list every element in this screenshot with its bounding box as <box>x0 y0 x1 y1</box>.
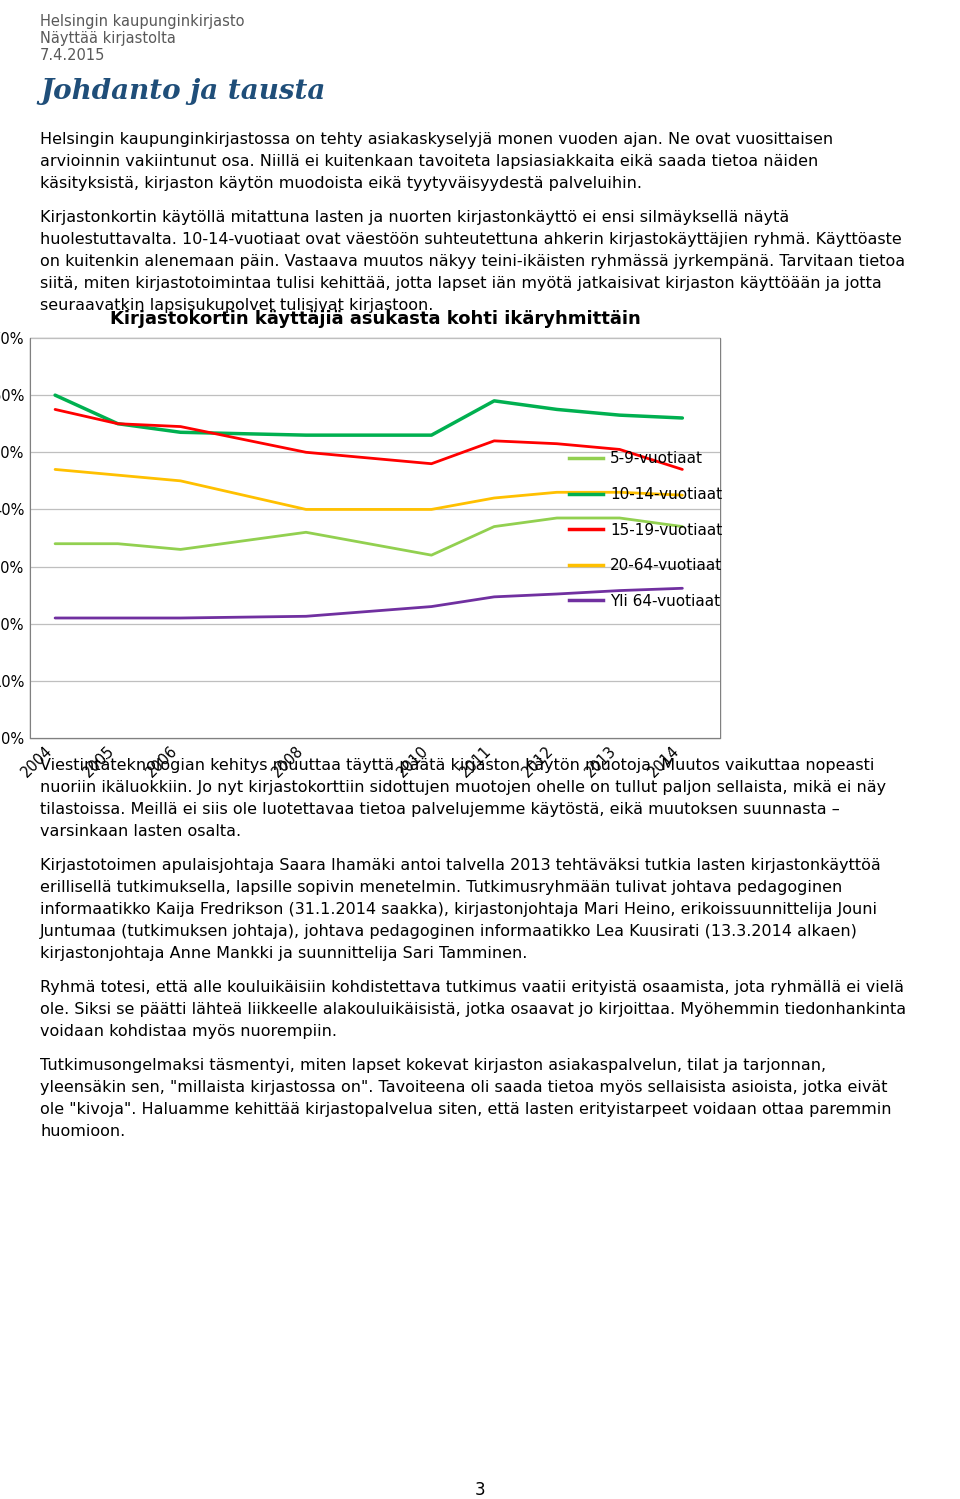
Text: Näyttää kirjastolta: Näyttää kirjastolta <box>40 31 176 46</box>
Text: Helsingin kaupunginkirjasto: Helsingin kaupunginkirjasto <box>40 13 245 28</box>
Text: Juntumaa (tutkimuksen johtaja), johtava pedagoginen informaatikko Lea Kuusirati : Juntumaa (tutkimuksen johtaja), johtava … <box>40 923 858 938</box>
Text: nuoriin ikäluokkiin. Jo nyt kirjastokorttiin sidottujen muotojen ohelle on tullu: nuoriin ikäluokkiin. Jo nyt kirjastokort… <box>40 779 886 794</box>
Text: ole "kivoja". Haluamme kehittää kirjastopalvelua siten, että lasten erityistarpe: ole "kivoja". Haluamme kehittää kirjasto… <box>40 1102 892 1117</box>
Text: 7.4.2015: 7.4.2015 <box>40 48 106 63</box>
Text: Helsingin kaupunginkirjastossa on tehty asiakaskyselyjä monen vuoden ajan. Ne ov: Helsingin kaupunginkirjastossa on tehty … <box>40 132 833 147</box>
Title: Kirjastokortin käyttäjiä asukasta kohti ikäryhmittäin: Kirjastokortin käyttäjiä asukasta kohti … <box>109 310 640 328</box>
Text: 3: 3 <box>474 1481 486 1499</box>
Legend: 5-9-vuotiaat, 10-14-vuotiaat, 15-19-vuotiaat, 20-64-vuotiaat, Yli 64-vuotiaat: 5-9-vuotiaat, 10-14-vuotiaat, 15-19-vuot… <box>569 451 723 609</box>
Text: käsityksistä, kirjaston käytön muodoista eikä tyytyväisyydestä palveluihin.: käsityksistä, kirjaston käytön muodoista… <box>40 175 642 190</box>
Text: ole. Siksi se päätti lähteä liikkeelle alakouluikäisistä, jotka osaavat jo kirjo: ole. Siksi se päätti lähteä liikkeelle a… <box>40 1001 906 1016</box>
Text: yleensäkin sen, "millaista kirjastossa on". Tavoiteena oli saada tietoa myös sel: yleensäkin sen, "millaista kirjastossa o… <box>40 1079 887 1094</box>
Text: on kuitenkin alenemaan päin. Vastaava muutos näkyy teini-ikäisten ryhmässä jyrke: on kuitenkin alenemaan päin. Vastaava mu… <box>40 253 905 268</box>
Text: huolestuttavalta. 10-14-vuotiaat ovat väestöön suhteutettuna ahkerin kirjastokäy: huolestuttavalta. 10-14-vuotiaat ovat vä… <box>40 232 901 247</box>
Text: arvioinnin vakiintunut osa. Niillä ei kuitenkaan tavoiteta lapsiasiakkaita eikä : arvioinnin vakiintunut osa. Niillä ei ku… <box>40 154 818 169</box>
Text: erillisellä tutkimuksella, lapsille sopivin menetelmin. Tutkimusryhmään tulivat : erillisellä tutkimuksella, lapsille sopi… <box>40 880 842 895</box>
Text: seuraavatkin lapsisukupolvet tulisivat kirjastoon.: seuraavatkin lapsisukupolvet tulisivat k… <box>40 298 433 313</box>
Text: informaatikko Kaija Fredrikson (31.1.2014 saakka), kirjastonjohtaja Mari Heino, : informaatikko Kaija Fredrikson (31.1.201… <box>40 902 877 917</box>
Text: tilastoissa. Meillä ei siis ole luotettavaa tietoa palvelujemme käytöstä, eikä m: tilastoissa. Meillä ei siis ole luotetta… <box>40 802 840 817</box>
Text: Tutkimusongelmaksi täsmentyi, miten lapset kokevat kirjaston asiakaspalvelun, ti: Tutkimusongelmaksi täsmentyi, miten laps… <box>40 1058 827 1073</box>
Text: kirjastonjohtaja Anne Mankki ja suunnittelija Sari Tamminen.: kirjastonjohtaja Anne Mankki ja suunnitt… <box>40 946 527 961</box>
Text: voidaan kohdistaa myös nuorempiin.: voidaan kohdistaa myös nuorempiin. <box>40 1024 337 1039</box>
Text: varsinkaan lasten osalta.: varsinkaan lasten osalta. <box>40 824 241 839</box>
Text: Kirjastonkortin käytöllä mitattuna lasten ja nuorten kirjastonkäyttö ei ensi sil: Kirjastonkortin käytöllä mitattuna laste… <box>40 210 789 225</box>
Text: siitä, miten kirjastotoimintaa tulisi kehittää, jotta lapset iän myötä jatkaisiv: siitä, miten kirjastotoimintaa tulisi ke… <box>40 276 881 291</box>
Text: Ryhmä totesi, että alle kouluikäisiin kohdistettava tutkimus vaatii erityistä os: Ryhmä totesi, että alle kouluikäisiin ko… <box>40 980 904 995</box>
Text: Kirjastotoimen apulaisjohtaja Saara Ihamäki antoi talvella 2013 tehtäväksi tutki: Kirjastotoimen apulaisjohtaja Saara Iham… <box>40 857 880 872</box>
Text: Viestintäteknologian kehitys muuttaa täyttä päätä kirjaston käytön muotoja. Muut: Viestintäteknologian kehitys muuttaa täy… <box>40 758 875 773</box>
Text: Johdanto ja tausta: Johdanto ja tausta <box>40 78 325 105</box>
Text: huomioon.: huomioon. <box>40 1124 125 1139</box>
